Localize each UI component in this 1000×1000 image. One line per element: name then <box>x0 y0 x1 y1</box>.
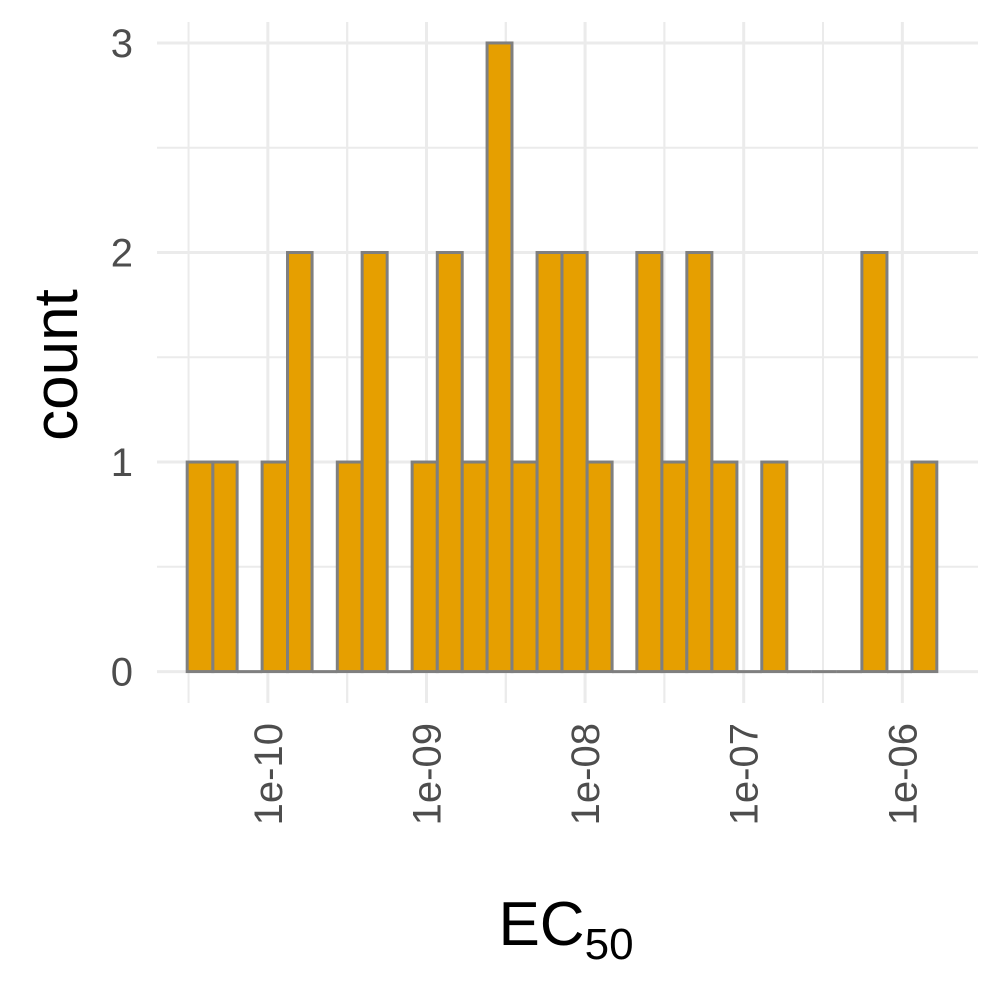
histogram-bar <box>510 460 539 674</box>
histogram-bar <box>710 460 739 674</box>
histogram-bar <box>910 460 939 674</box>
histogram-bar <box>410 460 439 674</box>
histogram-bar <box>335 460 364 674</box>
histogram-bar <box>660 460 689 674</box>
histogram-bar <box>435 250 464 674</box>
x-tick-label: 1e-10 <box>247 723 291 825</box>
histogram-bar <box>685 250 714 674</box>
x-tick-label: 1e-09 <box>405 723 449 825</box>
histogram-bar <box>211 460 239 674</box>
y-tick-label: 3 <box>111 22 133 66</box>
histogram-bar <box>286 250 314 674</box>
x-axis-title-subscript: 50 <box>585 920 634 969</box>
histogram-bar <box>560 250 589 674</box>
histogram-bar <box>185 460 215 674</box>
histogram-bar <box>635 250 664 674</box>
y-tick-label: 0 <box>111 651 133 695</box>
histogram-bar <box>860 250 889 674</box>
x-tick-label: 1e-06 <box>881 723 925 825</box>
ticks-layer: 0 1 2 3 1e-10 1e-09 1e-08 1e-07 1e-06 <box>111 22 926 825</box>
y-axis-title: count <box>22 289 91 441</box>
x-tick-label: 1e-07 <box>723 723 767 825</box>
histogram-bar <box>460 460 489 674</box>
x-axis-title-main: EC <box>498 890 584 959</box>
histogram-bar <box>760 460 789 674</box>
x-tick-label: 1e-08 <box>564 723 608 825</box>
histogram-bar <box>535 250 564 674</box>
x-axis-title: EC50 <box>498 890 633 969</box>
y-tick-label: 1 <box>111 441 133 485</box>
histogram-bar <box>360 250 389 674</box>
histogram-bar <box>585 460 614 674</box>
histogram-bar <box>485 41 514 674</box>
y-tick-label: 2 <box>111 231 133 275</box>
bars-layer <box>185 41 939 674</box>
histogram-bar <box>260 460 290 674</box>
